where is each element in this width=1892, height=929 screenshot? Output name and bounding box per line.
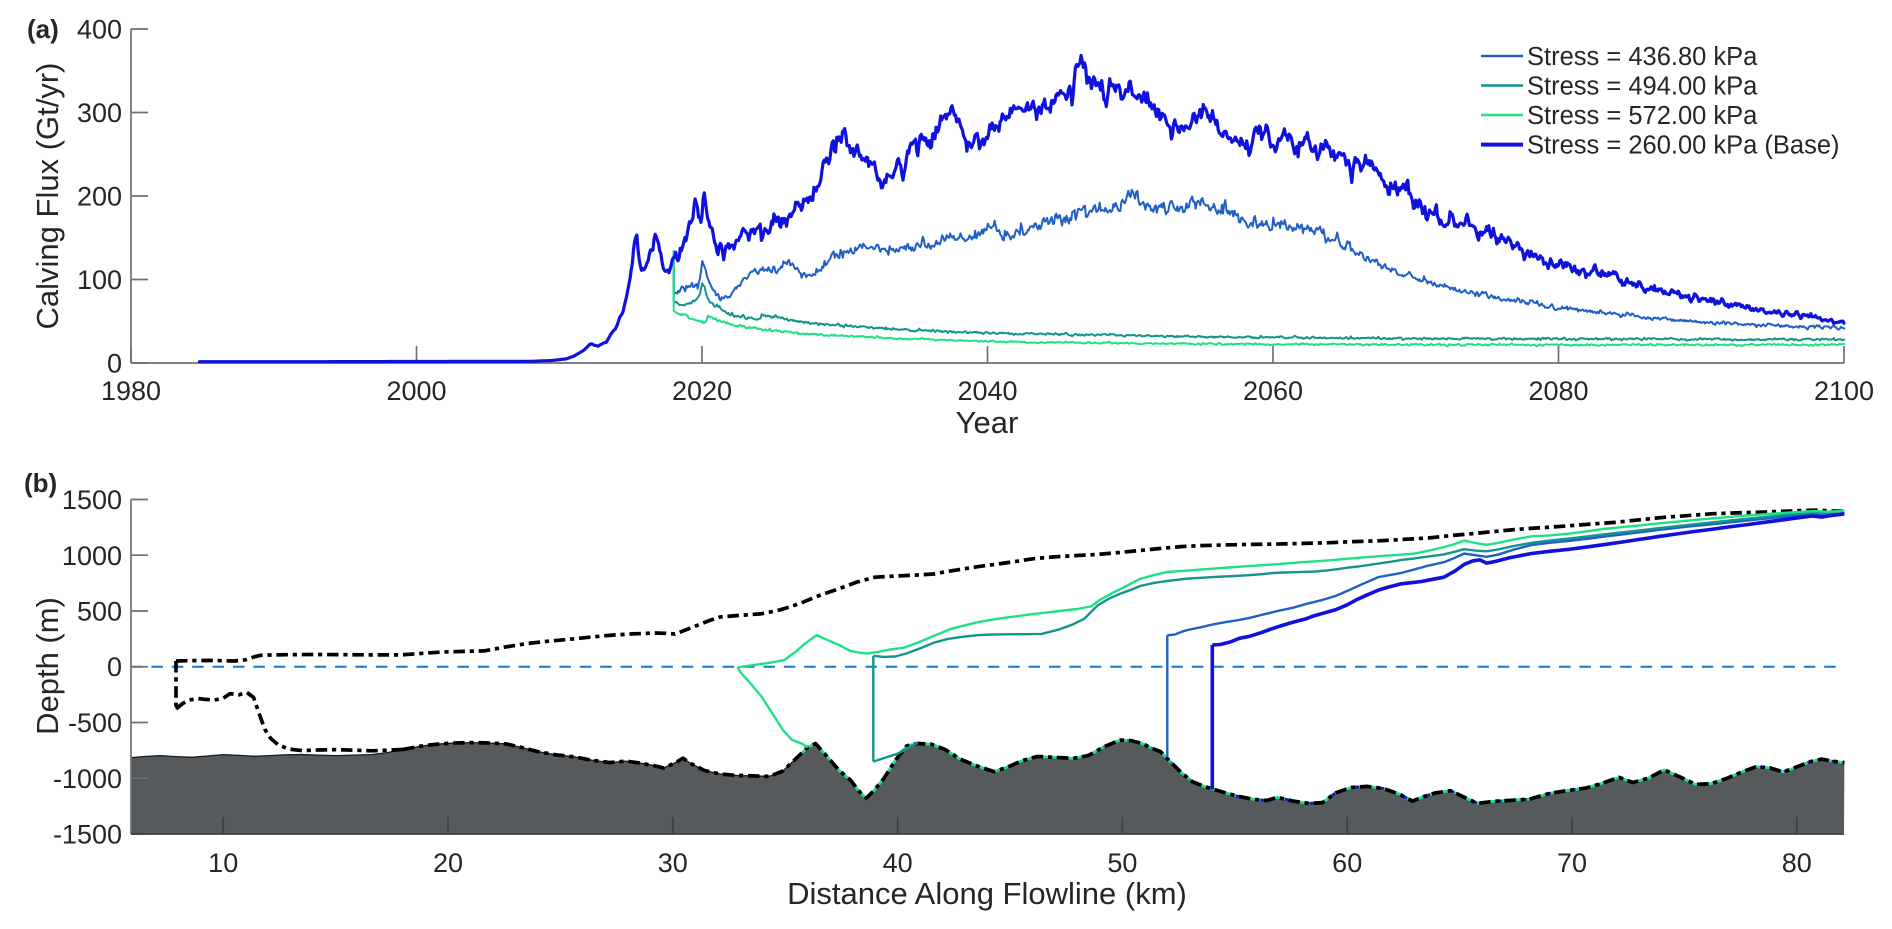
svg-text:Calving Flux (Gt/yr): Calving Flux (Gt/yr) xyxy=(30,63,65,330)
svg-text:1980: 1980 xyxy=(101,376,161,406)
svg-text:0: 0 xyxy=(107,349,122,379)
svg-text:Year: Year xyxy=(956,405,1019,440)
svg-text:80: 80 xyxy=(1782,848,1812,878)
svg-text:Distance Along Flowline (km): Distance Along Flowline (km) xyxy=(787,876,1187,911)
svg-text:Stress = 494.00 kPa: Stress = 494.00 kPa xyxy=(1527,73,1758,101)
svg-text:40: 40 xyxy=(883,848,913,878)
svg-text:2000: 2000 xyxy=(386,376,446,406)
svg-text:70: 70 xyxy=(1557,848,1587,878)
svg-text:500: 500 xyxy=(77,597,122,627)
svg-text:2080: 2080 xyxy=(1528,376,1588,406)
svg-text:300: 300 xyxy=(77,98,122,128)
svg-text:50: 50 xyxy=(1107,848,1137,878)
svg-text:2020: 2020 xyxy=(672,376,732,406)
svg-text:Stress = 436.80 kPa: Stress = 436.80 kPa xyxy=(1527,43,1758,71)
svg-text:Stress = 260.00 kPa (Base): Stress = 260.00 kPa (Base) xyxy=(1527,132,1840,160)
svg-text:20: 20 xyxy=(433,848,463,878)
svg-text:(b): (b) xyxy=(24,468,57,498)
svg-text:100: 100 xyxy=(77,265,122,295)
svg-text:2040: 2040 xyxy=(957,376,1017,406)
svg-text:30: 30 xyxy=(658,848,688,878)
svg-text:60: 60 xyxy=(1332,848,1362,878)
svg-text:Stress = 572.00 kPa: Stress = 572.00 kPa xyxy=(1527,102,1758,130)
svg-text:200: 200 xyxy=(77,182,122,212)
svg-text:2100: 2100 xyxy=(1814,376,1874,406)
svg-text:-1000: -1000 xyxy=(53,764,122,794)
svg-text:Depth (m): Depth (m) xyxy=(30,597,65,735)
svg-text:1000: 1000 xyxy=(62,541,122,571)
svg-text:-1500: -1500 xyxy=(53,820,122,850)
svg-text:-500: -500 xyxy=(68,708,122,738)
svg-text:1500: 1500 xyxy=(62,485,122,515)
svg-text:0: 0 xyxy=(107,652,122,682)
svg-text:400: 400 xyxy=(77,15,122,45)
svg-text:10: 10 xyxy=(208,848,238,878)
svg-text:(a): (a) xyxy=(27,14,59,44)
svg-text:2060: 2060 xyxy=(1243,376,1303,406)
